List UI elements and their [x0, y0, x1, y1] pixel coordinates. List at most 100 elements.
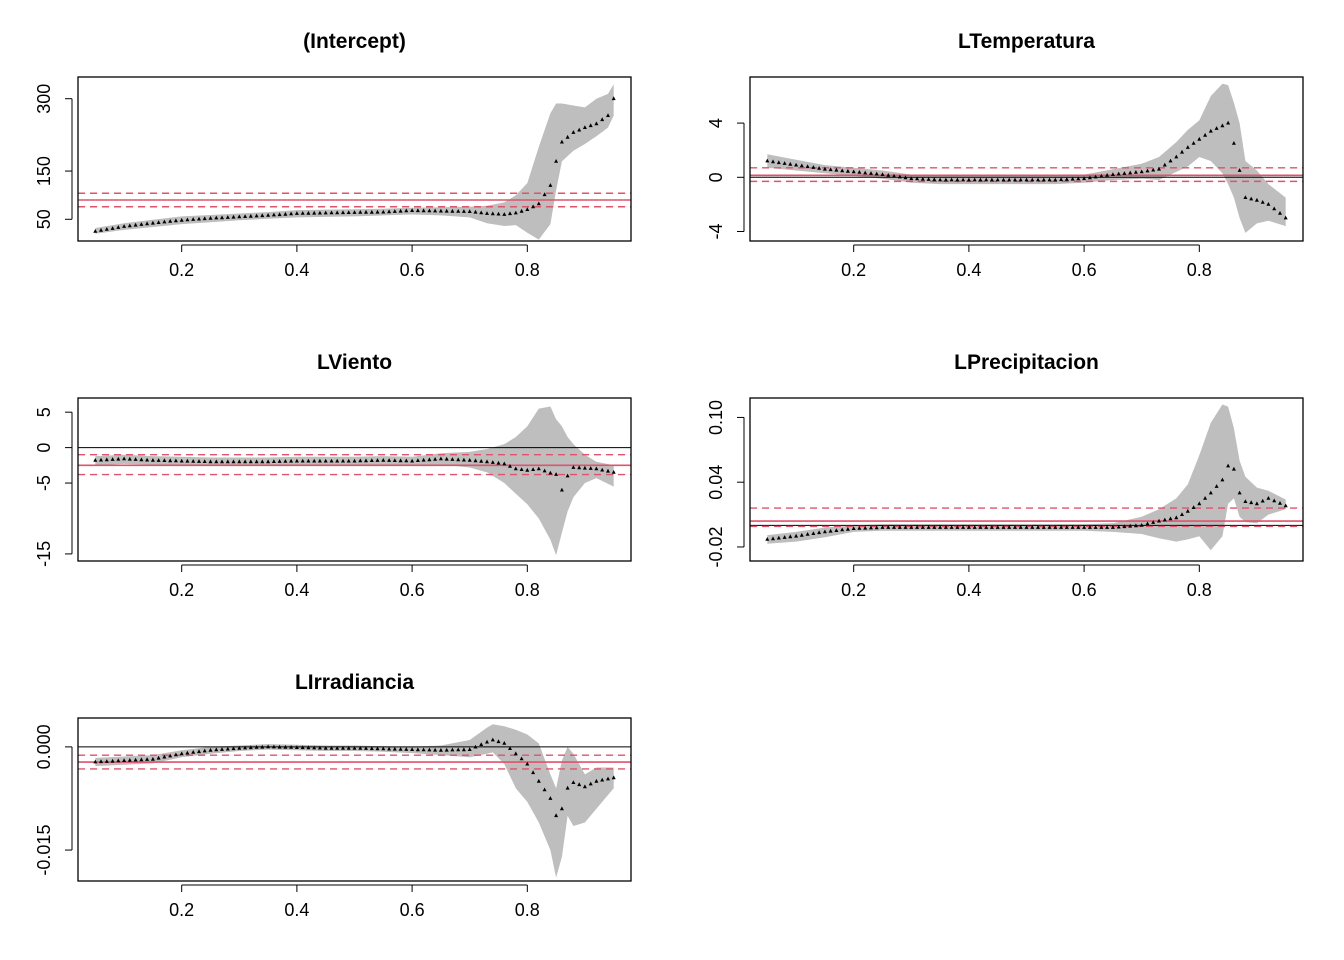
- coef-point: [955, 177, 960, 182]
- coef-point: [110, 758, 115, 763]
- coef-point: [554, 813, 559, 818]
- coef-point: [243, 459, 248, 464]
- coef-point: [346, 458, 351, 463]
- coef-point: [329, 210, 334, 215]
- coef-point: [938, 525, 943, 529]
- coef-point: [225, 746, 230, 751]
- coef-point: [874, 171, 879, 176]
- coef-point: [110, 457, 115, 461]
- y-tick-label: 0: [34, 443, 54, 453]
- coef-point: [490, 460, 495, 464]
- coef-point: [450, 457, 455, 461]
- coef-point: [1174, 515, 1179, 520]
- coef-point: [294, 458, 299, 463]
- coef-point: [897, 525, 902, 529]
- coef-point: [404, 458, 409, 463]
- coef-point: [467, 209, 472, 213]
- coef-point: [1093, 525, 1098, 529]
- coef-point: [139, 457, 144, 462]
- coef-point: [392, 458, 397, 462]
- coef-point: [1208, 128, 1213, 133]
- coef-point: [1087, 525, 1092, 529]
- x-tick-label: 0.4: [956, 260, 981, 280]
- coef-point: [1139, 523, 1144, 527]
- coef-point: [220, 215, 224, 220]
- coef-point: [1047, 525, 1052, 529]
- coef-point: [202, 459, 207, 463]
- coef-point: [444, 456, 449, 461]
- coef-point: [208, 459, 213, 464]
- coef-point: [1185, 145, 1190, 149]
- coef-point: [179, 458, 184, 463]
- coef-point: [554, 472, 559, 476]
- coef-point: [1220, 123, 1225, 128]
- coef-point: [972, 525, 977, 529]
- coef-point: [294, 745, 299, 749]
- coef-point: [410, 747, 415, 751]
- coef-point: [1157, 518, 1161, 523]
- coef-point: [145, 457, 150, 462]
- coef-point: [346, 210, 351, 214]
- coef-point: [782, 535, 787, 539]
- coef-point: [903, 525, 908, 529]
- coef-point: [531, 467, 536, 471]
- coef-point: [289, 211, 294, 216]
- coef-point: [133, 222, 138, 227]
- coef-point: [565, 473, 570, 478]
- coef-point: [961, 177, 966, 182]
- coef-point: [202, 748, 207, 753]
- coef-point: [554, 159, 559, 163]
- coef-point: [479, 210, 484, 215]
- x-tick-label: 0.6: [400, 900, 425, 920]
- plot-area: [78, 406, 631, 556]
- coef-point: [811, 531, 816, 535]
- coef-point: [1001, 525, 1006, 529]
- coef-point: [156, 458, 161, 462]
- coef-point: [1082, 525, 1087, 529]
- coef-point: [300, 745, 305, 750]
- coef-point: [260, 213, 265, 218]
- coef-point: [104, 759, 109, 763]
- coef-point: [1036, 525, 1040, 529]
- y-tick-label: 4: [706, 118, 726, 128]
- coef-point: [1214, 126, 1219, 130]
- coef-point: [1093, 174, 1098, 179]
- y-tick-label: -5: [34, 475, 54, 491]
- coef-point: [208, 747, 213, 752]
- coef-point: [984, 525, 989, 529]
- coef-point: [1266, 496, 1271, 500]
- coef-point: [1145, 168, 1150, 173]
- coef-point: [260, 744, 265, 749]
- coef-point: [231, 746, 236, 751]
- coef-point: [243, 214, 248, 218]
- coef-point: [145, 757, 150, 761]
- y-tick-label: 5: [34, 407, 54, 417]
- x-tick-label: 0.2: [841, 580, 866, 600]
- coef-point: [1001, 177, 1006, 182]
- coef-point: [214, 747, 219, 752]
- coef-point: [1180, 149, 1184, 154]
- coef-point: [197, 216, 201, 221]
- coef-point: [880, 525, 885, 529]
- coef-point: [150, 458, 155, 462]
- coef-point: [1099, 525, 1104, 529]
- coef-point: [565, 134, 570, 139]
- y-tick-label: 0: [706, 172, 726, 182]
- coef-point: [1133, 170, 1138, 174]
- coef-point: [398, 747, 403, 751]
- coef-point: [329, 458, 334, 463]
- coef-point: [220, 459, 224, 464]
- coef-point: [1231, 141, 1236, 145]
- x-tick-label: 0.6: [1072, 580, 1097, 600]
- coef-point: [513, 210, 518, 215]
- coef-point: [191, 217, 196, 221]
- coef-point: [508, 211, 512, 216]
- coef-point: [202, 216, 207, 221]
- plot-frame: [77, 397, 632, 562]
- panel-title: LViento: [317, 351, 392, 374]
- coef-point: [502, 461, 507, 466]
- coef-point: [168, 458, 173, 463]
- coef-point: [99, 457, 103, 462]
- coef-point: [840, 168, 845, 173]
